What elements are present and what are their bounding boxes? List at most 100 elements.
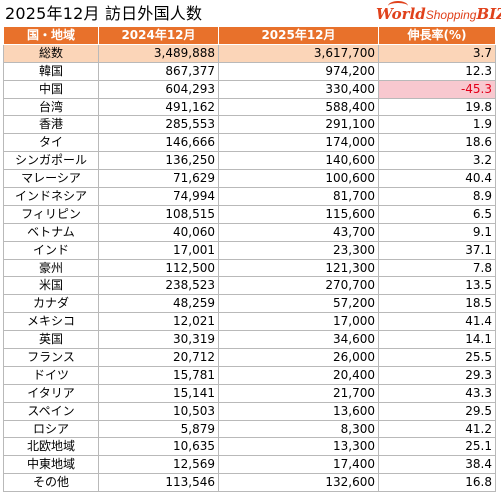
growth-rate-cell: 37.1 — [378, 240, 496, 260]
table-row: カナダ 48,259 57,200 18.5 — [3, 294, 496, 314]
table-row: 米国 238,523 270,700 13.5 — [3, 276, 496, 296]
value-2024-cell: 71,629 — [98, 169, 219, 189]
value-2024-cell: 867,377 — [98, 61, 219, 81]
value-2025-cell: 13,600 — [218, 401, 379, 421]
country-cell: メキシコ — [3, 312, 99, 332]
value-2025-cell: 974,200 — [218, 61, 379, 81]
value-2025-cell: 121,300 — [218, 258, 379, 278]
table-row: シンガポール 136,250 140,600 3.2 — [3, 151, 496, 171]
country-cell: 北欧地域 — [3, 437, 99, 457]
country-cell: ベトナム — [3, 222, 99, 242]
growth-rate-cell: 12.3 — [378, 61, 496, 81]
value-2024-cell: 17,001 — [98, 240, 219, 260]
value-2024-cell: 108,515 — [98, 204, 219, 224]
country-cell: ドイツ — [3, 365, 99, 385]
value-2025-cell: 174,000 — [218, 133, 379, 153]
growth-rate-cell: 25.1 — [378, 437, 496, 457]
value-2025-cell: 43,700 — [218, 222, 379, 242]
header-growth: 伸長率(%) — [378, 26, 496, 45]
value-2024-cell: 491,162 — [98, 97, 219, 117]
growth-rate-cell: 3.2 — [378, 151, 496, 171]
country-cell: フランス — [3, 348, 99, 367]
country-cell: 中国 — [3, 79, 99, 99]
value-2025-cell: 291,100 — [218, 115, 379, 135]
value-2025-cell: 17,000 — [218, 312, 379, 332]
table-row: スペイン 10,503 13,600 29.5 — [3, 401, 496, 421]
table-row: 英国 30,319 34,600 14.1 — [3, 330, 496, 350]
table-row: イタリア 15,141 21,700 43.3 — [3, 383, 496, 403]
value-2024-cell: 3,489,888 — [98, 43, 219, 63]
value-2025-cell: 115,600 — [218, 204, 379, 224]
value-2024-cell: 10,635 — [98, 437, 219, 457]
value-2025-cell: 21,700 — [218, 383, 379, 403]
value-2025-cell: 588,400 — [218, 97, 379, 117]
value-2024-cell: 15,781 — [98, 365, 219, 385]
value-2024-cell: 74,994 — [98, 187, 219, 206]
table-total-row: 総数 3,489,888 3,617,700 3.7 — [3, 43, 496, 63]
value-2025-cell: 34,600 — [218, 330, 379, 350]
table-header-row: 国・地域 2024年12月 2025年12月 伸長率(%) — [3, 26, 496, 45]
table-row: 香港 285,553 291,100 1.9 — [3, 115, 496, 135]
country-cell: 中東地域 — [3, 455, 99, 475]
value-2024-cell: 15,141 — [98, 383, 219, 403]
value-2025-cell: 57,200 — [218, 294, 379, 314]
country-cell: タイ — [3, 133, 99, 153]
value-2025-cell: 3,617,700 — [218, 43, 379, 63]
header-2024: 2024年12月 — [98, 26, 219, 45]
table-row: フランス 20,712 26,000 25.5 — [3, 348, 496, 367]
page-title: 2025年12月 訪日外国人数 — [5, 4, 203, 23]
growth-rate-cell: 13.5 — [378, 276, 496, 296]
growth-rate-cell: 38.4 — [378, 455, 496, 475]
value-2025-cell: 8,300 — [218, 419, 379, 439]
value-2025-cell: 23,300 — [218, 240, 379, 260]
growth-rate-cell: 43.3 — [378, 383, 496, 403]
growth-rate-cell: 1.9 — [378, 115, 496, 135]
table-row: インドネシア 74,994 81,700 8.9 — [3, 187, 496, 206]
growth-rate-cell: 41.2 — [378, 419, 496, 439]
value-2025-cell: 17,400 — [218, 455, 379, 475]
growth-rate-cell: 18.6 — [378, 133, 496, 153]
growth-rate-cell: 40.4 — [378, 169, 496, 189]
growth-rate-cell: 16.8 — [378, 473, 496, 492]
growth-rate-cell: 9.1 — [378, 222, 496, 242]
table-row: 韓国 867,377 974,200 12.3 — [3, 61, 496, 81]
value-2024-cell: 12,569 — [98, 455, 219, 475]
table-row: 北欧地域 10,635 13,300 25.1 — [3, 437, 496, 457]
value-2024-cell: 238,523 — [98, 276, 219, 296]
table-row: タイ 146,666 174,000 18.6 — [3, 133, 496, 153]
table-row: 中東地域 12,569 17,400 38.4 — [3, 455, 496, 475]
growth-rate-cell: 18.5 — [378, 294, 496, 314]
value-2024-cell: 5,879 — [98, 419, 219, 439]
growth-rate-cell: 6.5 — [378, 204, 496, 224]
growth-rate-cell: 41.4 — [378, 312, 496, 332]
value-2025-cell: 100,600 — [218, 169, 379, 189]
logo-text-shopping: Shopping — [425, 8, 477, 22]
country-cell: ロシア — [3, 419, 99, 439]
visitor-table: 国・地域 2024年12月 2025年12月 伸長率(%) 総数 3,489,88… — [3, 26, 496, 492]
country-cell: 香港 — [3, 115, 99, 135]
value-2025-cell: 20,400 — [218, 365, 379, 385]
value-2025-cell: 330,400 — [218, 79, 379, 99]
country-cell: 米国 — [3, 276, 99, 296]
table-row: ベトナム 40,060 43,700 9.1 — [3, 222, 496, 242]
country-cell: インド — [3, 240, 99, 260]
table-row: フィリピン 108,515 115,600 6.5 — [3, 204, 496, 224]
value-2024-cell: 113,546 — [98, 473, 219, 492]
logo-arc-icon — [388, 1, 408, 11]
country-cell: マレーシア — [3, 169, 99, 189]
value-2024-cell: 285,553 — [98, 115, 219, 135]
table-row: ドイツ 15,781 20,400 29.3 — [3, 365, 496, 385]
growth-rate-cell: 19.8 — [378, 97, 496, 117]
country-cell: フィリピン — [3, 204, 99, 224]
value-2025-cell: 81,700 — [218, 187, 379, 206]
country-cell: 豪州 — [3, 258, 99, 278]
value-2024-cell: 604,293 — [98, 79, 219, 99]
growth-rate-cell: 29.5 — [378, 401, 496, 421]
table-row: マレーシア 71,629 100,600 40.4 — [3, 169, 496, 189]
brand-logo: WorldShoppingBIZ — [376, 1, 501, 25]
table-row: 豪州 112,500 121,300 7.8 — [3, 258, 496, 278]
growth-rate-cell: -45.3 — [378, 79, 496, 99]
value-2024-cell: 40,060 — [98, 222, 219, 242]
table-row: 台湾 491,162 588,400 19.8 — [3, 97, 496, 117]
growth-rate-cell: 3.7 — [378, 43, 496, 63]
